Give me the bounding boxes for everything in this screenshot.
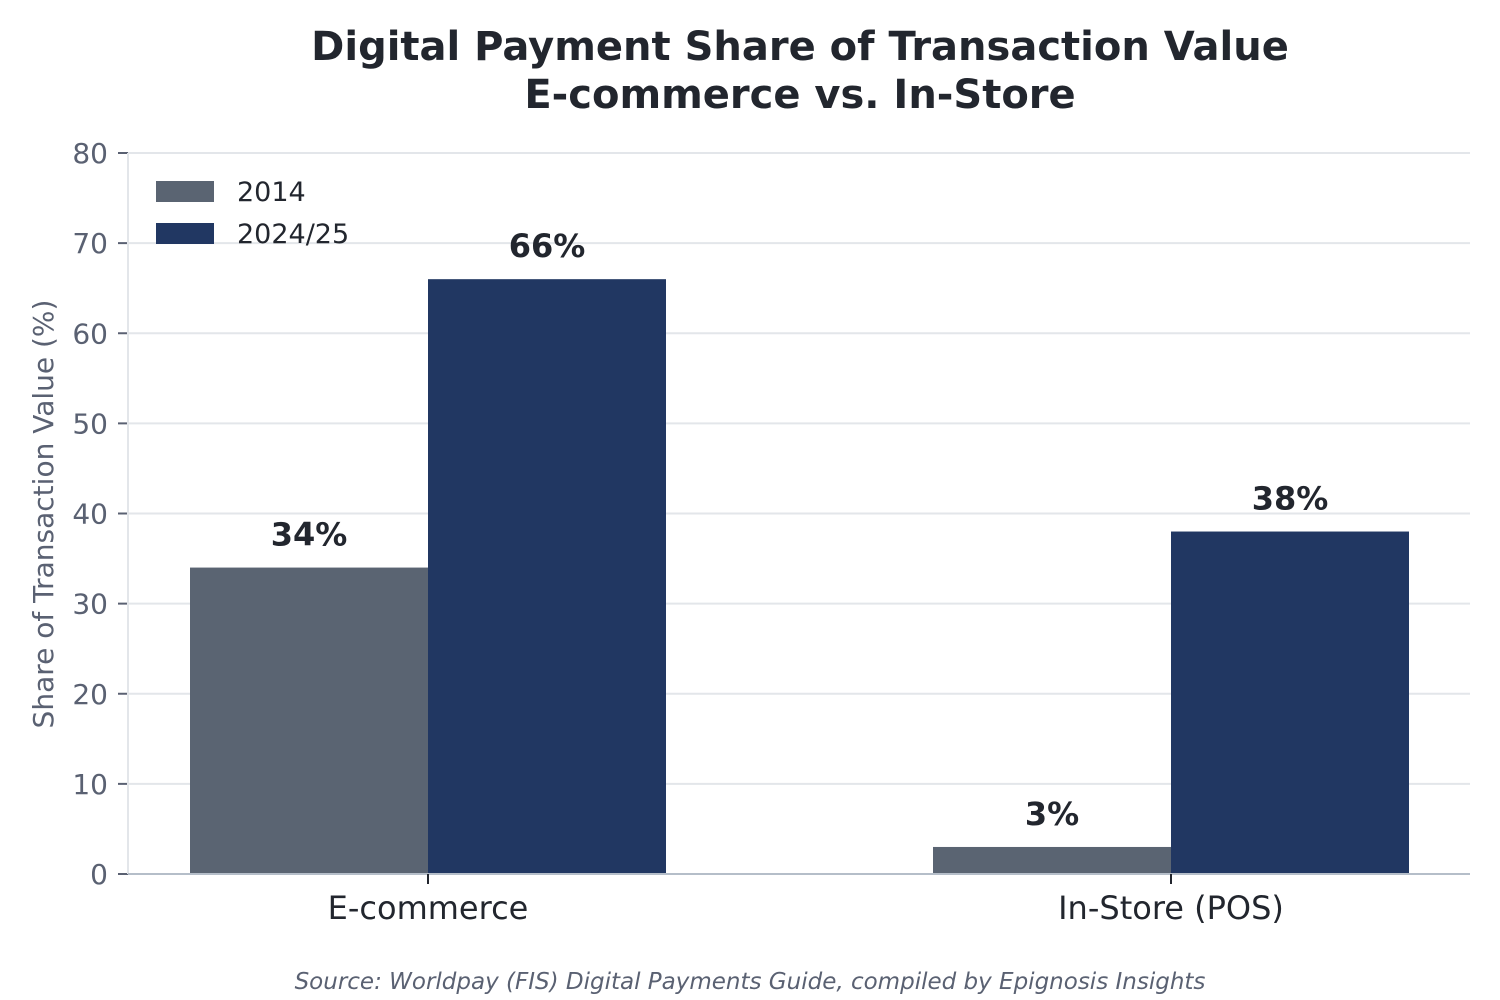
x-tick-label: E-commerce	[328, 889, 529, 927]
bar-2014-1[interactable]	[933, 846, 1171, 874]
bar-2024-25-0[interactable]	[428, 279, 666, 874]
chart-title: Digital Payment Share of Transaction Val…	[311, 24, 1289, 118]
y-tick-label: 0	[90, 858, 108, 891]
y-tick-label: 20	[72, 678, 108, 711]
y-tick-label: 60	[72, 317, 108, 350]
bar-2014-0[interactable]	[190, 567, 428, 874]
y-tick-label: 40	[72, 498, 108, 531]
bar-2024-25-1[interactable]	[1171, 531, 1409, 874]
data-label: 34%	[271, 516, 348, 554]
y-tick-label: 10	[72, 768, 108, 801]
legend-swatch	[156, 223, 214, 244]
y-axis-label: Share of Transaction Value (%)	[27, 300, 60, 729]
data-label: 38%	[1252, 480, 1329, 518]
chart-title-line-1: Digital Payment Share of Transaction Val…	[311, 24, 1289, 70]
axes: 0 10 20 30 40 50 60 70 80 E-commerce In-Store (POS…	[72, 137, 1470, 927]
y-tick-label: 50	[72, 407, 108, 440]
bars	[190, 279, 1409, 874]
data-label: 3%	[1025, 795, 1079, 833]
chart-title-line-2: E-commerce vs. In-Store	[524, 72, 1075, 118]
legend-label: 2014	[237, 177, 306, 208]
y-tick-label: 70	[72, 227, 108, 260]
y-tick-label: 80	[72, 137, 108, 170]
source-note: Source: Worldpay (FIS) Digital Payments …	[295, 969, 1206, 995]
data-label: 66%	[509, 227, 586, 265]
legend-label: 2024/25	[237, 219, 349, 250]
data-labels: 34% 3% 66% 38%	[271, 227, 1329, 833]
y-tick-label: 30	[72, 588, 108, 621]
legend-swatch	[156, 181, 214, 202]
legend[interactable]: 2014 2024/25	[156, 177, 349, 250]
x-tick-label: In-Store (POS)	[1058, 889, 1284, 927]
